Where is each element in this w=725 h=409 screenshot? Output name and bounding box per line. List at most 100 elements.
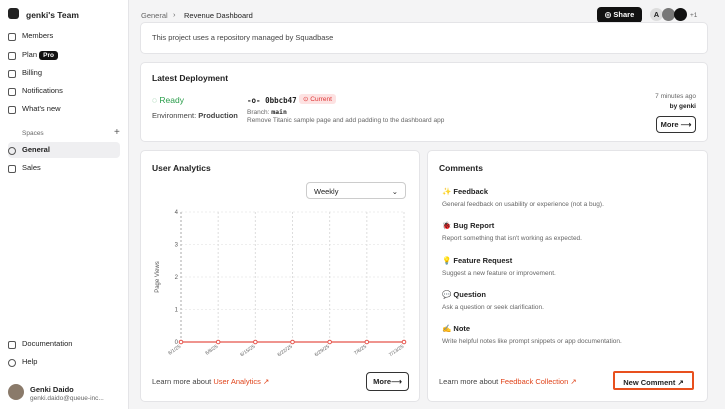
comment-desc: Suggest a new feature or improvement.: [442, 269, 556, 277]
env-label: Environment:: [152, 111, 197, 120]
comment-type[interactable]: ✍️ Note: [442, 324, 471, 334]
current-badge: ⊙ Current: [299, 94, 336, 104]
space-item[interactable]: General: [8, 142, 120, 158]
link-label: Help: [22, 357, 38, 366]
comment-desc: Ask a question or seek clarification.: [442, 303, 544, 311]
x-tick-label: 7/6/25: [353, 344, 368, 357]
avatar-count: +1: [690, 12, 698, 19]
repo-card: This project uses a repository managed b…: [140, 22, 708, 54]
status-label: Ready: [159, 95, 184, 105]
nav-label: Members: [22, 31, 54, 40]
env-value: Production: [198, 111, 238, 120]
data-point: [364, 339, 370, 345]
author: by genki: [669, 103, 696, 110]
card-title: User Analytics: [152, 163, 211, 173]
comment-type[interactable]: 💬 Question: [442, 289, 486, 299]
y-axis-label: Page Views: [155, 261, 161, 293]
learn-more: Learn more about Feedback Collection ↗: [439, 377, 577, 386]
breadcrumb-sep: ›: [173, 10, 176, 19]
nav-item[interactable]: What's new: [8, 101, 120, 117]
avatar: [662, 8, 675, 21]
time: 7 minutes ago: [655, 93, 696, 100]
badge-label: Current: [310, 96, 332, 103]
learn-more-text: Learn more about: [439, 377, 499, 386]
x-tick-label: 6/1/25: [167, 344, 182, 357]
learn-more-link[interactable]: User Analytics: [213, 377, 261, 386]
comment-desc: General feedback on usability or experie…: [442, 201, 604, 208]
comments-card: Comments ✨ Feedback General feedback on u…: [427, 150, 708, 402]
comment-desc: Report something that isn't working as e…: [442, 235, 582, 243]
button-label: New Comment: [623, 378, 676, 387]
new-comment-button[interactable]: New Comment ↗: [613, 371, 694, 390]
analytics-chart: Page Views 0 1 2 3 4 6/1/25 6/8/25 6/15/25 6/22/…: [155, 210, 407, 359]
commit-message: Remove Titanic sample page and add paddi…: [247, 117, 445, 124]
link-label: Documentation: [22, 339, 73, 348]
data-point: [215, 339, 221, 345]
spaces-label: Spaces: [22, 130, 44, 137]
deployment-card: Latest Deployment ◌ Ready Environment: P…: [140, 62, 708, 142]
share-button[interactable]: ◎ Share: [597, 7, 642, 23]
x-tick-label: 7/13/25: [388, 344, 405, 359]
branch-label: Branch:: [247, 109, 270, 116]
sidebar: genki's Team Members Plan Pro Billing No…: [0, 0, 129, 409]
user-email: genki.daido@queue-inc...: [30, 395, 104, 402]
data-point: [401, 339, 407, 345]
card-title: Comments: [439, 163, 483, 173]
more-button[interactable]: More⟶: [366, 372, 409, 391]
environment: Environment: Production: [152, 111, 238, 120]
user-avatar: [8, 384, 24, 400]
nav-label: What's new: [22, 104, 61, 113]
x-tick-label: 6/8/25: [204, 344, 219, 357]
status: ◌ Ready: [152, 95, 184, 105]
y-tick-label: 1: [175, 308, 179, 314]
commit-hash: 0bbcb47: [265, 96, 297, 105]
share-label: Share: [613, 10, 635, 19]
analytics-card: User Analytics Weekly ⌄ Learn more about …: [140, 150, 420, 402]
comment-type[interactable]: 🐞 Bug Report: [442, 221, 495, 231]
data-point: [253, 339, 258, 345]
branch: Branch: main: [247, 108, 287, 116]
button-label: More: [660, 120, 679, 129]
comment-type[interactable]: 💡 Feature Request: [442, 255, 513, 265]
data-point: [178, 339, 184, 345]
x-tick-label: 6/29/25: [314, 344, 331, 359]
nav-label: Notifications: [22, 86, 63, 95]
learn-more: Learn more about User Analytics ↗: [152, 377, 270, 386]
plan-badge: Pro: [39, 51, 58, 60]
space-item[interactable]: Sales: [8, 160, 120, 176]
nav-label: Billing: [22, 68, 43, 77]
avatar: A: [650, 8, 663, 21]
card-title: Latest Deployment: [152, 73, 229, 83]
team-logo: [8, 8, 19, 19]
breadcrumb[interactable]: General: [141, 11, 168, 20]
more-button[interactable]: More ⟶: [656, 116, 696, 133]
period-select[interactable]: Weekly ⌄: [306, 182, 406, 199]
y-tick-label: 0: [175, 340, 179, 346]
x-tick-label: 6/22/25: [277, 344, 294, 359]
data-point: [290, 339, 295, 345]
y-tick-label: 4: [175, 210, 179, 216]
user-name: Genki Daido: [30, 385, 74, 394]
nav-item[interactable]: Members: [8, 28, 120, 44]
breadcrumb-current: Revenue Dashboard: [184, 11, 253, 20]
nav-item[interactable]: Notifications: [8, 83, 120, 99]
nav-item[interactable]: Plan Pro: [8, 47, 120, 63]
data-point: [327, 339, 332, 345]
select-label: Weekly: [314, 187, 339, 196]
space-label: Sales: [22, 163, 41, 172]
y-tick-label: 3: [175, 243, 179, 249]
add-space[interactable]: +: [114, 127, 120, 138]
footer-link[interactable]: Documentation: [8, 336, 120, 352]
team-name[interactable]: genki's Team: [26, 10, 79, 20]
commit: -o- 0bbcb47: [247, 96, 297, 105]
nav-item[interactable]: Billing: [8, 65, 120, 81]
avatar: [674, 8, 687, 21]
comment-type[interactable]: ✨ Feedback: [442, 187, 489, 196]
learn-more-text: Learn more about: [152, 377, 212, 386]
footer-link[interactable]: Help: [8, 354, 120, 370]
x-tick-label: 6/15/25: [239, 344, 256, 359]
comment-desc: Write helpful notes like prompt snippets…: [442, 338, 622, 346]
branch-name: main: [271, 108, 287, 116]
learn-more-link[interactable]: Feedback Collection: [500, 377, 569, 386]
